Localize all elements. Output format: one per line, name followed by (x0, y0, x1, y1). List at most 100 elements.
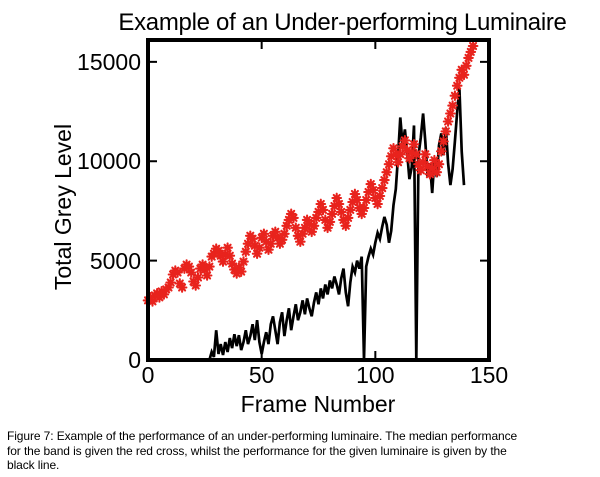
plot-border (146, 38, 491, 362)
x-tick-label: 0 (141, 362, 155, 388)
median-cross-marker (324, 216, 336, 228)
median-cross-marker (199, 264, 211, 275)
median-cross-marker (333, 198, 345, 210)
y-tick-label: 15000 (77, 48, 141, 75)
median-cross-marker (351, 194, 363, 206)
median-cross-marker (190, 280, 202, 291)
median-cross-marker (167, 269, 179, 280)
median-cross-marker (394, 148, 406, 160)
median-cross-marker (158, 289, 170, 300)
median-cross-marker (151, 288, 163, 299)
median-cross-marker (299, 222, 311, 234)
y-tick-label: 10000 (77, 148, 141, 175)
median-cross-marker (247, 233, 258, 245)
median-cross-marker (174, 278, 186, 289)
median-cross-marker (163, 282, 174, 293)
median-cross-marker (272, 232, 283, 244)
caption-line-2: for the band is given the red cross, whi… (7, 443, 507, 458)
median-cross-marker (404, 152, 415, 164)
median-cross-marker (413, 158, 424, 170)
y-tick-label: 5000 (89, 247, 141, 274)
median-cross-marker (369, 192, 381, 204)
median-cross-marker (222, 242, 233, 254)
median-cross-marker (263, 244, 274, 256)
median-cross-marker (429, 154, 440, 166)
median-cross-marker (397, 140, 408, 152)
median-cross-marker (288, 212, 299, 224)
median-cross-marker (376, 182, 388, 194)
median-cross-marker (460, 60, 472, 72)
median-cross-marker (213, 245, 224, 257)
median-cross-marker (144, 292, 156, 303)
median-cross-marker (231, 268, 243, 279)
median-cross-marker (217, 256, 229, 267)
median-cross-marker (165, 277, 177, 288)
median-cross-marker (154, 292, 165, 303)
median-cross-marker (229, 264, 240, 275)
x-tick-label: 150 (469, 362, 509, 388)
median-cross-marker (172, 267, 183, 278)
median-cross-marker (358, 202, 370, 214)
median-cross-marker (410, 148, 422, 160)
median-cross-marker (406, 146, 418, 158)
median-cross-marker (431, 166, 443, 178)
x-axis-label: Frame Number (240, 391, 396, 417)
median-cross-marker (290, 222, 302, 234)
median-cross-marker (456, 64, 468, 76)
y-tick-label: 0 (128, 347, 141, 373)
caption-line-3: black line. (7, 458, 60, 472)
median-cross-marker (463, 52, 474, 64)
median-cross-marker (449, 90, 461, 102)
median-cross-marker (349, 188, 361, 200)
median-cross-marker (208, 248, 220, 260)
median-cross-marker (240, 246, 252, 258)
x-tick-label: 100 (356, 362, 395, 388)
median-cross-marker (451, 80, 463, 92)
median-cross-marker (179, 263, 190, 274)
median-cross-marker (292, 230, 304, 242)
median-cross-marker (426, 162, 438, 174)
median-cross-marker (381, 166, 393, 178)
median-cross-marker (360, 194, 372, 206)
median-cross-marker (242, 238, 254, 250)
median-cross-marker (269, 226, 281, 238)
median-cross-marker (454, 72, 465, 84)
median-cross-marker (338, 214, 349, 226)
median-cross-marker (251, 248, 263, 260)
median-cross-marker (331, 192, 343, 204)
median-cross-marker (322, 222, 333, 234)
median-cross-marker (424, 168, 436, 180)
median-cross-marker (258, 228, 270, 240)
median-cross-marker (383, 158, 395, 170)
median-cross-marker (363, 186, 374, 198)
median-cross-marker (356, 208, 368, 220)
median-cross-marker (422, 160, 433, 172)
median-cross-marker (447, 100, 458, 111)
median-cross-marker (365, 178, 377, 190)
median-cross-marker (201, 270, 213, 281)
median-cross-marker (438, 136, 449, 147)
median-cross-marker (326, 208, 338, 220)
median-cross-marker (399, 135, 411, 146)
chart-title: Example of an Under-performing Luminaire (118, 9, 567, 36)
median-cross-marker (388, 142, 399, 154)
median-cross-marker (335, 206, 347, 218)
median-cross-marker (274, 238, 286, 250)
median-cross-marker (281, 220, 293, 232)
caption-line-1: Figure 7: Example of the performance of … (7, 429, 518, 443)
median-cross-marker (224, 250, 236, 262)
median-cross-marker (308, 220, 320, 232)
median-cross-marker (260, 236, 272, 248)
y-axis-label: Total Grey Level (50, 123, 76, 291)
median-cross-marker (276, 234, 288, 246)
median-cross-marker (419, 148, 431, 160)
median-cross-marker (310, 212, 322, 224)
median-cross-marker (147, 296, 158, 307)
median-cross-marker (467, 40, 479, 52)
median-cross-marker (226, 258, 238, 269)
median-cross-marker (440, 126, 452, 137)
median-cross-marker (238, 256, 249, 267)
median-cross-marker (254, 242, 265, 254)
median-cross-marker (408, 138, 420, 150)
